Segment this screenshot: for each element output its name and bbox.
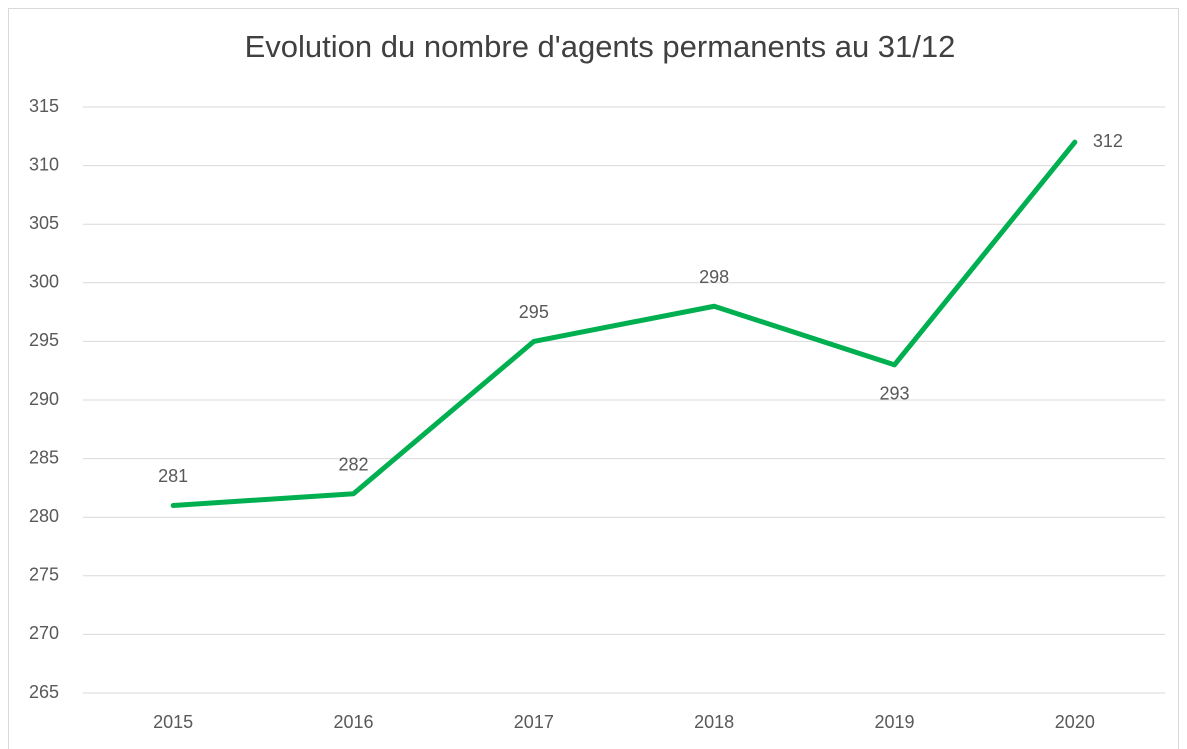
data-label: 293	[879, 384, 909, 404]
y-tick-label: 265	[29, 682, 59, 702]
data-label: 312	[1093, 131, 1123, 151]
x-tick-label: 2017	[514, 712, 554, 732]
data-label: 281	[158, 466, 188, 486]
y-tick-label: 280	[29, 506, 59, 526]
x-tick-label: 2019	[874, 712, 914, 732]
y-tick-label: 270	[29, 623, 59, 643]
x-tick-label: 2016	[333, 712, 373, 732]
y-tick-label: 310	[29, 154, 59, 174]
y-tick-label: 295	[29, 330, 59, 350]
chart-border	[8, 8, 1179, 749]
data-label: 295	[519, 302, 549, 322]
series-line	[170, 139, 1078, 508]
chart-title: Evolution du nombre d'agents permanents …	[245, 29, 956, 64]
y-tick-label: 300	[29, 272, 59, 292]
x-tick-label: 2020	[1055, 712, 1095, 732]
x-tick-label: 2015	[153, 712, 193, 732]
x-tick-label: 2018	[694, 712, 734, 732]
data-label: 282	[338, 455, 368, 475]
y-tick-label: 305	[29, 213, 59, 233]
data-label: 298	[699, 267, 729, 287]
y-tick-label: 275	[29, 565, 59, 585]
y-tick-label: 315	[29, 96, 59, 116]
y-tick-label: 285	[29, 447, 59, 467]
y-tick-label: 290	[29, 389, 59, 409]
